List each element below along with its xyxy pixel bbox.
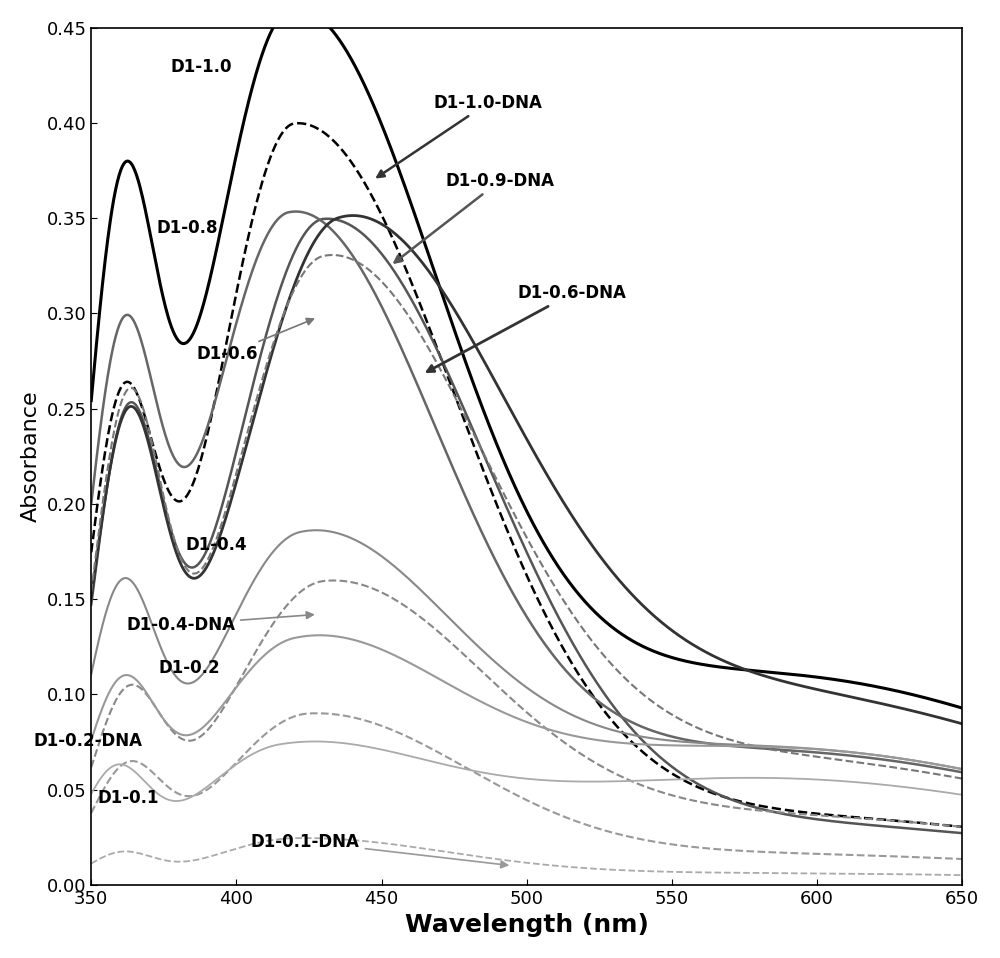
X-axis label: Wavelength (nm): Wavelength (nm) (405, 913, 649, 937)
Text: D1-0.1-DNA: D1-0.1-DNA (251, 833, 508, 868)
Text: D1-0.9-DNA: D1-0.9-DNA (395, 171, 554, 262)
Text: D1-0.8: D1-0.8 (156, 219, 218, 238)
Text: D1-0.4: D1-0.4 (185, 536, 247, 554)
Text: D1-0.6-DNA: D1-0.6-DNA (427, 285, 627, 372)
Text: D1-0.2-DNA: D1-0.2-DNA (33, 732, 142, 750)
Text: D1-0.1: D1-0.1 (97, 788, 159, 807)
Text: D1-1.0: D1-1.0 (171, 57, 232, 76)
Y-axis label: Absorbance: Absorbance (21, 391, 41, 522)
Text: D1-0.2: D1-0.2 (158, 659, 220, 677)
Text: D1-0.4-DNA: D1-0.4-DNA (126, 612, 313, 633)
Text: D1-0.6: D1-0.6 (197, 318, 313, 363)
Text: D1-1.0-DNA: D1-1.0-DNA (377, 94, 543, 177)
